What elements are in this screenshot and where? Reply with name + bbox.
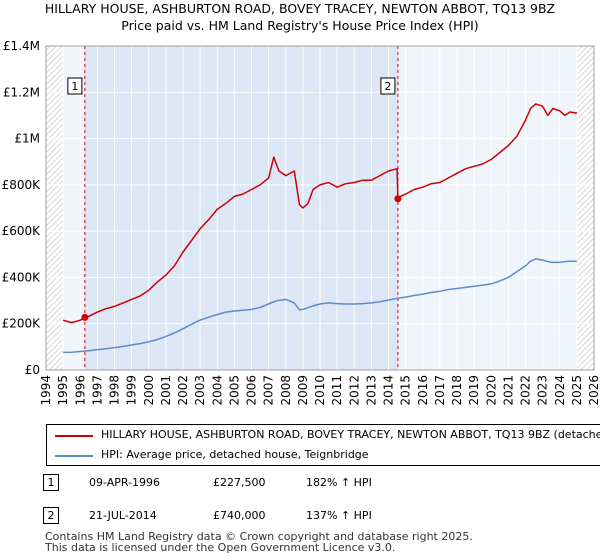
y-tick-label: £1M [14,132,40,146]
marker-label: 1 [71,80,78,93]
legend-swatch-hpi [55,455,93,457]
transaction-price: £227,500 [213,476,266,489]
legend-item-property: HILLARY HOUSE, ASHBURTON ROAD, BOVEY TRA… [47,426,600,446]
attribution: Contains HM Land Registry data © Crown c… [45,531,473,553]
x-tick-label: 2010 [313,375,327,406]
x-tick-label: 2021 [501,375,515,406]
marker-label-box [380,77,396,95]
chart-title-line-1: HILLARY HOUSE, ASHBURTON ROAD, BOVEY TRA… [44,1,556,16]
x-tick-label: 2002 [176,375,190,406]
chart-legend: HILLARY HOUSE, ASHBURTON ROAD, BOVEY TRA… [46,424,600,466]
x-tick-label: 2009 [296,375,310,406]
x-tick-label: 1999 [125,375,139,406]
x-tick-label: 2024 [553,375,567,406]
x-tick-label: 1997 [90,375,104,406]
marker-label: 2 [384,80,391,93]
x-tick-label: 1994 [39,375,53,406]
series-line-hpi [63,258,577,354]
chart-title-line-2: Price paid vs. HM Land Registry's House … [121,18,479,33]
x-tick-label: 2026 [587,375,600,406]
x-tick-label: 1996 [73,375,87,406]
y-tick-label: £1.4M [3,39,40,53]
transaction-date: 09-APR-1996 [89,476,161,489]
y-tick-label: £1.2M [3,85,40,99]
x-tick-label: 2018 [450,375,464,406]
legend-swatch-property [55,435,93,437]
legend-label-hpi: HPI: Average price, detached house, Teig… [101,448,369,461]
x-tick-label: 2000 [142,375,156,406]
x-tick-label: 2003 [193,375,207,406]
transaction-row: 2 21-JUL-2014 £740,000 137% ↑ HPI [0,506,600,530]
transaction-hpi-change: 182% ↑ HPI [306,476,372,489]
x-tick-label: 1995 [56,375,70,406]
x-tick-label: 2016 [416,375,430,406]
transaction-hpi-change: 137% ↑ HPI [306,509,372,522]
x-tick-label: 2022 [519,375,533,406]
x-tick-label: 2017 [433,375,447,406]
x-tick-label: 2019 [467,375,481,406]
x-tick-label: 2013 [364,375,378,406]
x-tick-label: 1998 [108,375,122,406]
sale-point [394,195,402,203]
x-tick-label: 2005 [227,375,241,406]
x-tick-label: 2011 [330,375,344,406]
attribution-line-1: Contains HM Land Registry data © Crown c… [45,530,473,543]
x-tick-label: 2007 [262,375,276,406]
legend-label-property: HILLARY HOUSE, ASHBURTON ROAD, BOVEY TRA… [101,428,600,441]
x-tick-label: 2008 [279,375,293,406]
x-tick-label: 2001 [159,375,173,406]
transaction-price: £740,000 [213,509,266,522]
marker-label-box [67,77,83,95]
price-chart: 1 2 £0 £200K £400K £600K £800K £1M £1.2M £1.4M 199… [2,39,600,406]
hatched-region [46,46,64,370]
hatched-region [576,46,594,370]
attribution-line-2: This data is licensed under the Open Gov… [45,541,396,554]
sale-point [81,313,89,321]
x-tick-label: 2014 [382,375,396,406]
x-tick-label: 2023 [536,375,550,406]
ownership-shaded-region [84,46,398,370]
series-line-property [62,103,578,324]
y-tick-label: £600K [2,224,42,238]
y-tick-label: £400K [2,270,42,284]
y-tick-label: £0 [25,363,40,377]
transaction-date: 21-JUL-2014 [89,509,157,522]
x-tick-label: 2006 [245,375,259,406]
x-tick-label: 2004 [210,375,224,406]
legend-item-hpi: HPI: Average price, detached house, Teig… [47,446,600,465]
plot-frame [45,45,595,371]
x-tick-label: 2012 [347,375,361,406]
x-tick-label: 2020 [484,375,498,406]
y-tick-label: £800K [2,178,42,192]
transaction-number: 1 [43,474,59,491]
x-tick-label: 2025 [570,375,584,406]
y-tick-label: £200K [2,317,42,331]
transaction-row: 1 09-APR-1996 £227,500 182% ↑ HPI [0,473,600,497]
x-tick-label: 2015 [399,375,413,406]
transaction-number: 2 [43,507,59,524]
